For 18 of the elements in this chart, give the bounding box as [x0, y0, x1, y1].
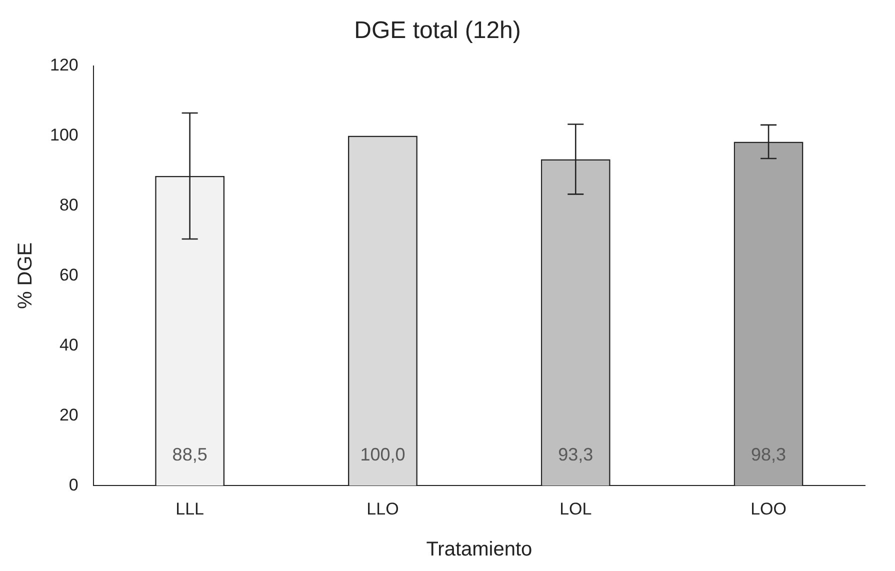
y-tick-label: 80 [59, 195, 78, 214]
data-label: 93,3 [558, 444, 594, 465]
y-axis-title: % DGE [14, 242, 37, 310]
x-tick-label: LOO [750, 499, 786, 518]
x-tick-label: LLO [366, 499, 399, 518]
data-label: 88,5 [172, 444, 208, 465]
data-label: 98,3 [751, 444, 786, 465]
y-tick-label: 20 [59, 405, 78, 424]
x-tick-label: LOL [560, 499, 592, 518]
chart-title: DGE total (12h) [354, 17, 521, 44]
y-tick-label: 60 [59, 265, 78, 284]
x-axis-title: Tratamiento [426, 538, 532, 561]
x-tick-label: LLL [176, 499, 204, 518]
y-tick-label: 120 [50, 55, 78, 74]
y-tick-label: 40 [59, 335, 78, 354]
y-tick-label: 100 [50, 125, 78, 144]
data-label: 100,0 [360, 444, 406, 465]
y-tick-label: 0 [68, 475, 78, 494]
